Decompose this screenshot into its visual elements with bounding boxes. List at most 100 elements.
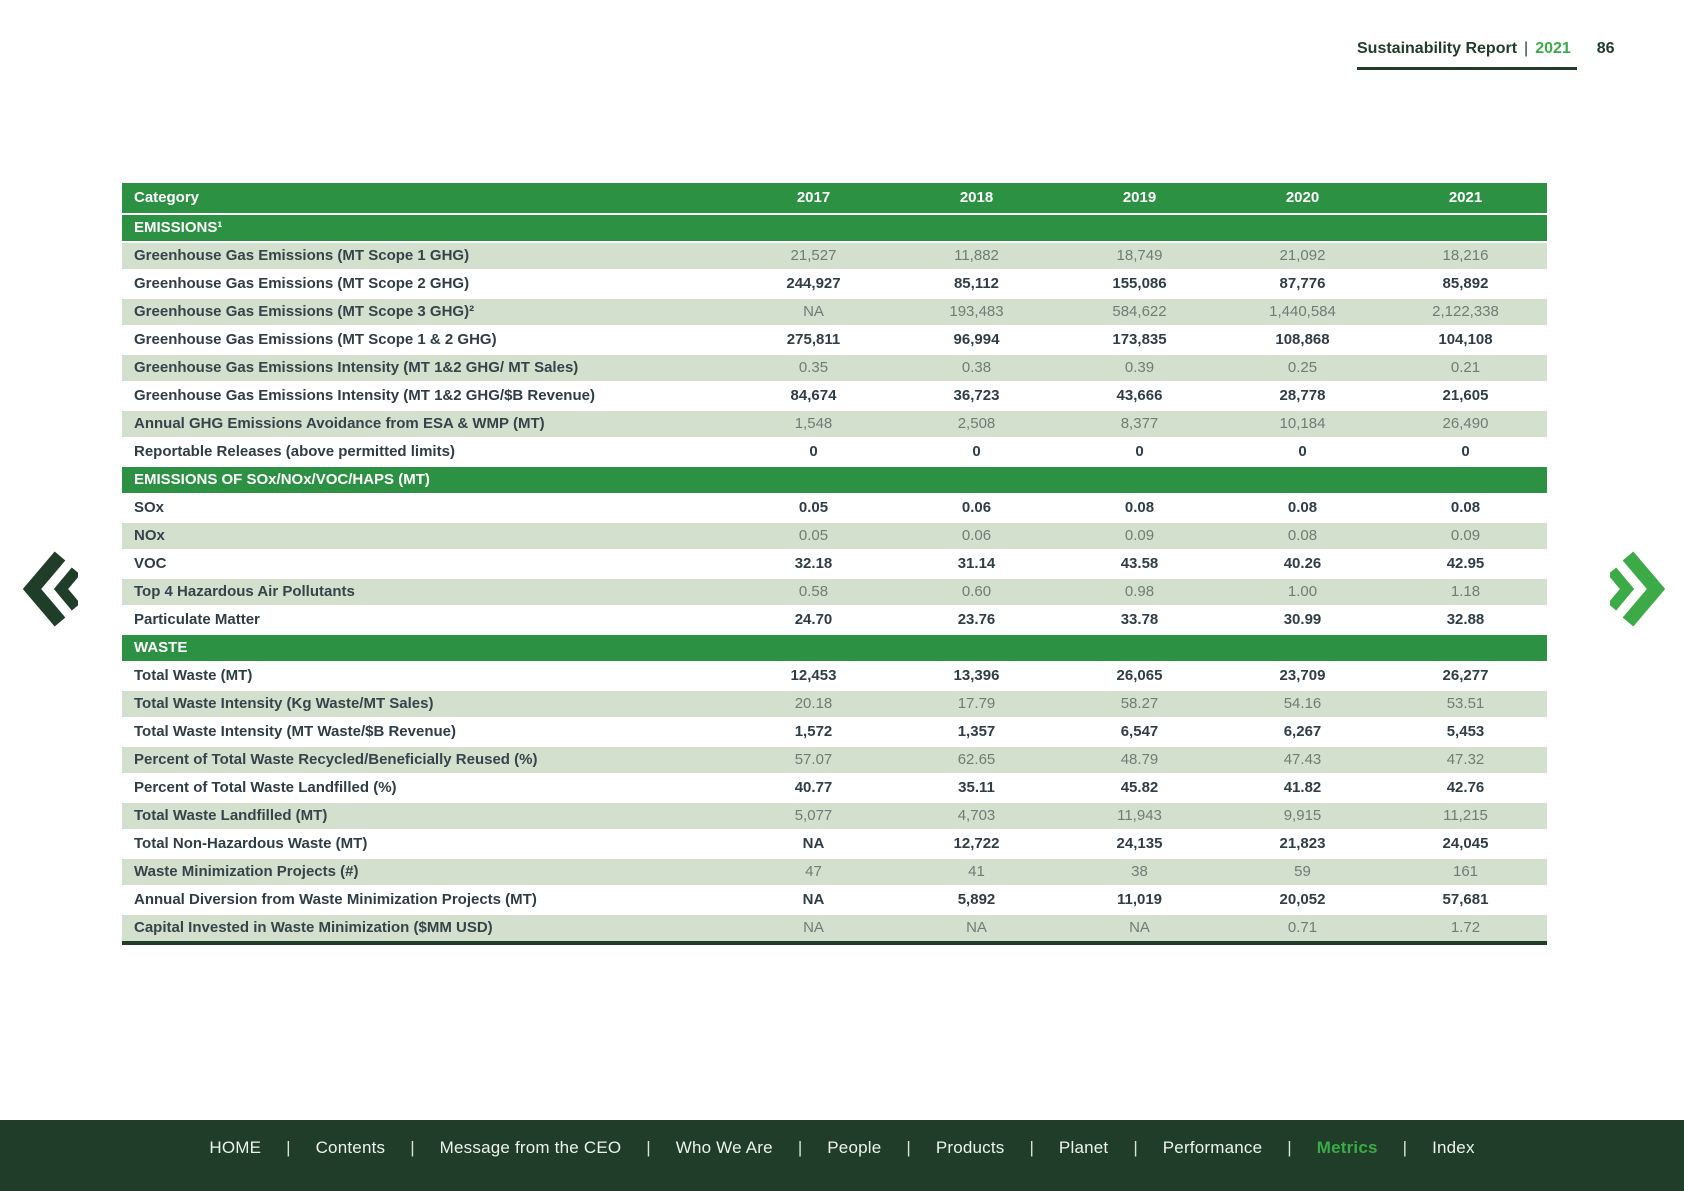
column-header: 2021	[1448, 189, 1483, 206]
cell-value: 5,453	[1446, 723, 1485, 740]
column-header: Category	[134, 189, 200, 206]
nav-separator: |	[646, 1138, 651, 1157]
row-label: Greenhouse Gas Emissions Intensity (MT 1…	[134, 359, 579, 376]
cell-value: 48.79	[1120, 751, 1159, 768]
cell-value: 4,703	[957, 807, 996, 824]
cell-value: 0.38	[961, 359, 992, 376]
table-row: Annual Diversion from Waste Minimization…	[122, 887, 1547, 913]
cell-value: 33.78	[1120, 611, 1159, 628]
cell-value: 40.77	[794, 779, 833, 796]
row-label: Greenhouse Gas Emissions Intensity (MT 1…	[134, 387, 595, 404]
row-label: Reportable Releases (above permitted lim…	[134, 443, 455, 460]
cell-value: 18,216	[1442, 247, 1489, 264]
nav-item-contents[interactable]: Contents	[315, 1138, 386, 1157]
next-page-button[interactable]	[1610, 550, 1668, 628]
row-label: Top 4 Hazardous Air Pollutants	[134, 583, 355, 600]
row-label: Greenhouse Gas Emissions (MT Scope 1 GHG…	[134, 247, 470, 264]
cell-value: NA	[802, 835, 825, 852]
nav-item-who-we-are[interactable]: Who We Are	[675, 1138, 773, 1157]
nav-separator: |	[1402, 1138, 1408, 1157]
cell-value: 161	[1452, 863, 1479, 880]
table-header-row: Category 2017 2018 2019 2020 2021	[122, 183, 1547, 213]
table-row: Percent of Total Waste Recycled/Benefici…	[122, 747, 1547, 773]
cell-value: 0.05	[798, 527, 829, 544]
cell-value: 0	[1298, 443, 1307, 460]
table-row: Total Waste (MT) 12,453 13,396 26,065 23,709…	[122, 663, 1547, 689]
row-label: Waste Minimization Projects (#)	[134, 863, 359, 880]
nav-separator: |	[906, 1138, 911, 1157]
row-label: Greenhouse Gas Emissions (MT Scope 2 GHG…	[134, 275, 470, 292]
section-row: EMISSIONS OF SOx/NOx/VOC/HAPS (MT)	[122, 467, 1547, 493]
table-row: Waste Minimization Projects (#) 47 41 38 59 1…	[122, 859, 1547, 885]
nav-separator: |	[797, 1138, 803, 1157]
cell-value: 26,065	[1116, 667, 1163, 684]
table-row: VOC 32.18 31.14 43.58 40.26 42.95	[122, 551, 1547, 577]
cell-value: 23.76	[957, 611, 996, 628]
cell-value: 24,045	[1442, 835, 1489, 852]
cell-value: 0.09	[1450, 527, 1481, 544]
section-row: EMISSIONS¹	[122, 215, 1547, 241]
cell-value: 43.58	[1120, 555, 1159, 572]
cell-value: 40.26	[1283, 555, 1322, 572]
cell-value: 0	[972, 443, 981, 460]
cell-value: 42.76	[1446, 779, 1485, 796]
nav-item-people[interactable]: People	[827, 1138, 882, 1157]
cell-value: 57,681	[1442, 891, 1489, 908]
section-label: EMISSIONS¹	[134, 219, 223, 236]
cell-value: 21,605	[1442, 387, 1489, 404]
column-header: 2020	[1285, 189, 1320, 206]
nav-item-planet[interactable]: Planet	[1058, 1138, 1109, 1157]
cell-value: 6,267	[1283, 723, 1322, 740]
cell-value: 43,666	[1116, 387, 1163, 404]
cell-value: 96,994	[953, 331, 1000, 348]
cell-value: 275,811	[786, 331, 841, 348]
cell-value: 0.09	[1124, 527, 1155, 544]
section-row: WASTE	[122, 635, 1547, 661]
previous-page-button[interactable]	[20, 550, 78, 628]
cell-value: 38	[1131, 863, 1148, 880]
cell-value: 87,776	[1279, 275, 1326, 292]
cell-value: 0.08	[1287, 527, 1318, 544]
cell-value: 11,215	[1443, 807, 1488, 824]
cell-value: 1,572	[794, 723, 833, 740]
cell-value: 1.72	[1450, 919, 1481, 936]
column-header: 2019	[1122, 189, 1157, 206]
table-row: Greenhouse Gas Emissions (MT Scope 1 & 2…	[122, 327, 1547, 353]
nav-item-message-from-the-ceo[interactable]: Message from the CEO	[439, 1138, 622, 1157]
footer-bar: HOME | Contents | Message from the CEO | Who W…	[0, 1120, 1684, 1191]
nav-item-index[interactable]: Index	[1432, 1138, 1475, 1157]
report-header: Sustainability Report | 2021 86	[1357, 40, 1615, 70]
chevrons-left-icon	[22, 551, 78, 627]
cell-value: 21,823	[1279, 835, 1326, 852]
cell-value: 58.27	[1120, 695, 1159, 712]
cell-value: 8,377	[1120, 415, 1159, 432]
table-row: Total Waste Intensity (Kg Waste/MT Sales…	[122, 691, 1547, 717]
table-row: Total Non-Hazardous Waste (MT) NA 12,722 24…	[122, 831, 1547, 857]
cell-value: 12,453	[790, 667, 837, 684]
cell-value: 108,868	[1275, 331, 1330, 348]
cell-value: 1,548	[794, 415, 833, 432]
row-label: Greenhouse Gas Emissions (MT Scope 3 GHG…	[134, 303, 475, 320]
cell-value: 28,778	[1279, 387, 1326, 404]
cell-value: 2,508	[957, 415, 996, 432]
nav-separator: |	[410, 1138, 415, 1157]
nav-item-home[interactable]: HOME	[209, 1138, 262, 1157]
cell-value: 84,674	[790, 387, 837, 404]
row-label: NOx	[134, 527, 165, 544]
row-label: Annual Diversion from Waste Minimization…	[134, 891, 537, 908]
cell-value: NA	[802, 891, 825, 908]
row-label: Total Waste Landfilled (MT)	[134, 807, 328, 824]
cell-value: 0.05	[798, 499, 829, 516]
cell-value: 20.18	[794, 695, 833, 712]
nav-item-performance[interactable]: Performance	[1162, 1138, 1263, 1157]
cell-value: 18,749	[1116, 247, 1163, 264]
nav-item-products[interactable]: Products	[935, 1138, 1005, 1157]
cell-value: 57.07	[794, 751, 833, 768]
table-row: Greenhouse Gas Emissions Intensity (MT 1…	[122, 355, 1547, 381]
cell-value: 155,086	[1112, 275, 1167, 292]
nav-item-metrics[interactable]: Metrics	[1316, 1138, 1378, 1157]
cell-value: 1,440,584	[1269, 303, 1336, 320]
cell-value: 5,077	[794, 807, 833, 824]
cell-value: 13,396	[953, 667, 1000, 684]
cell-value: 26,277	[1442, 667, 1489, 684]
